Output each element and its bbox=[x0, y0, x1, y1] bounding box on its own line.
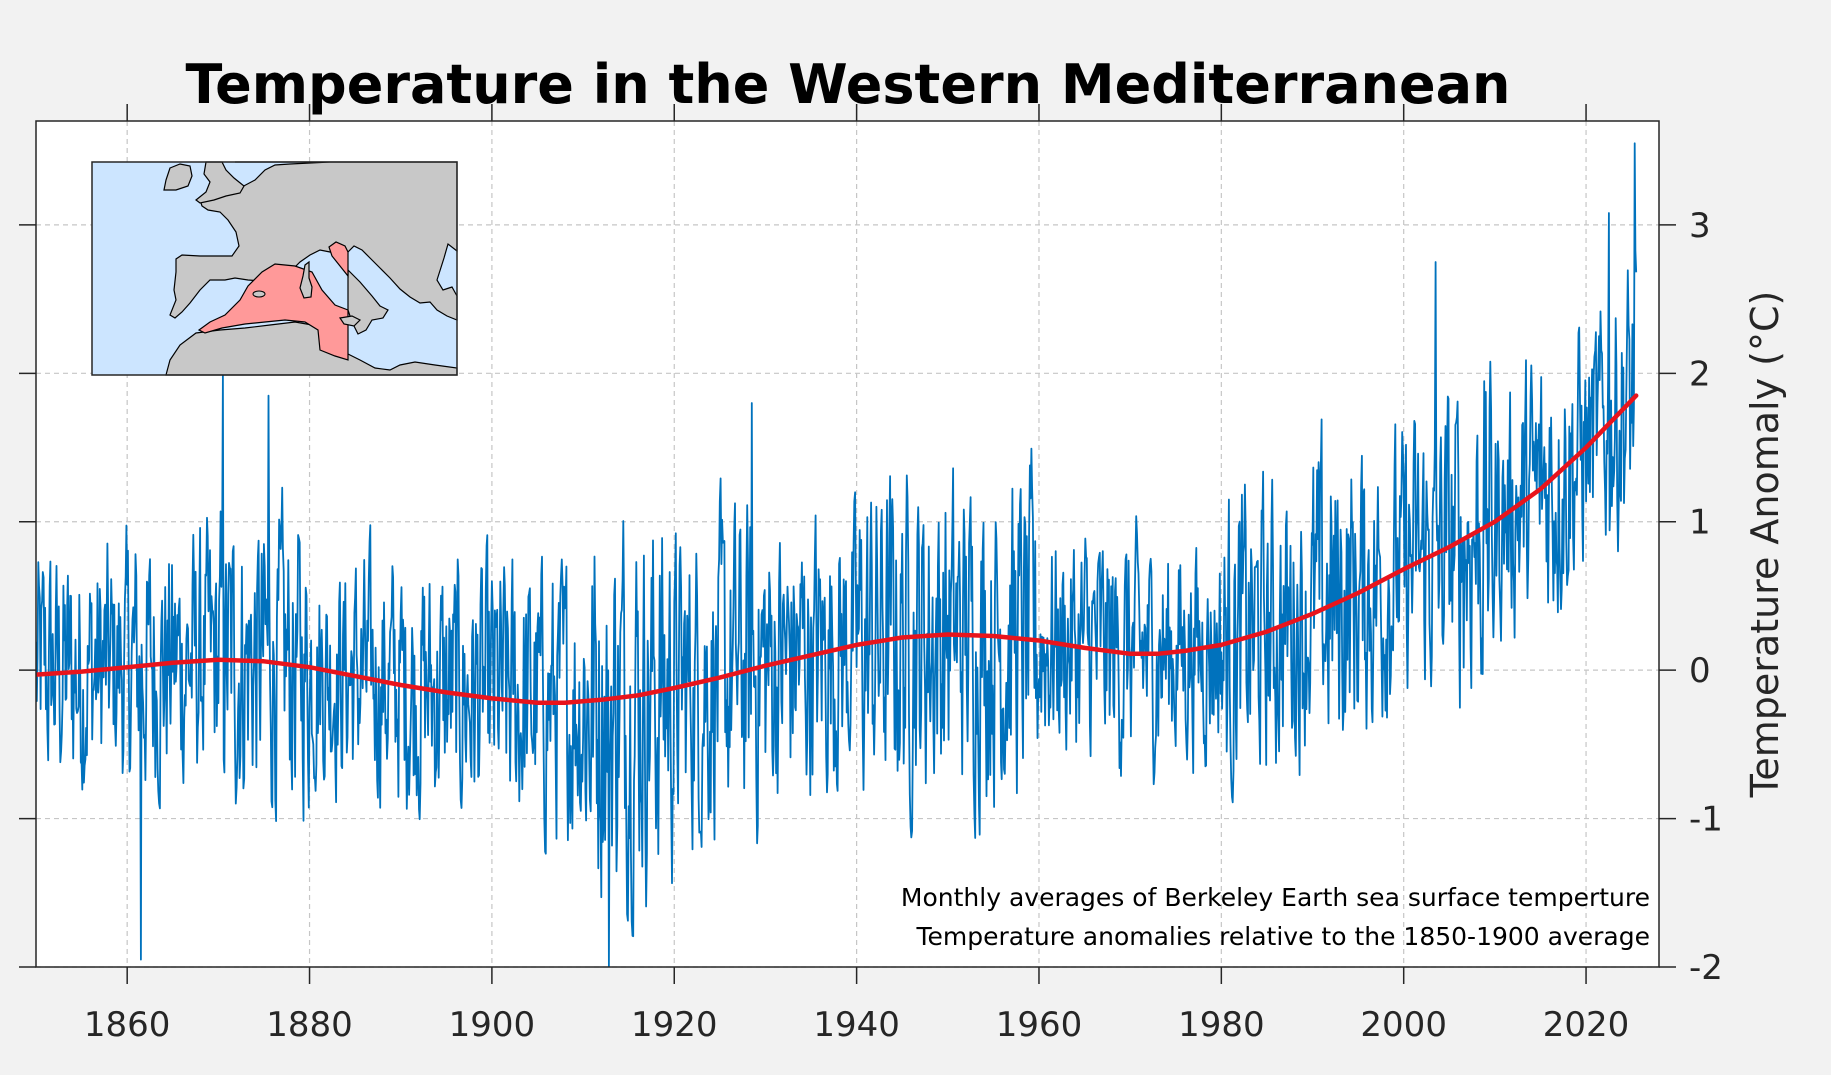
y-tick-label: -1 bbox=[1689, 800, 1723, 840]
x-tick-label: 1880 bbox=[266, 1005, 353, 1045]
x-tick-label: 1860 bbox=[84, 1005, 171, 1045]
x-tick-label: 1920 bbox=[631, 1005, 718, 1045]
axes-frame bbox=[35, 120, 1660, 968]
annotation-line-1: Monthly averages of Berkeley Earth sea s… bbox=[901, 883, 1650, 912]
x-tick-label: 1900 bbox=[449, 1005, 536, 1045]
y-tick-label: 2 bbox=[1689, 354, 1711, 394]
annotation-line-2: Temperature anomalies relative to the 18… bbox=[915, 922, 1650, 951]
inset-map-land-ireland bbox=[163, 163, 193, 191]
x-axis: 1860 1880 1900 1920 1940 1960 1980 2000 2020 bbox=[84, 104, 1629, 1045]
inset-map-adriatic-highlight bbox=[328, 241, 349, 278]
y-axis: -2 -1 0 1 2 3 bbox=[19, 206, 1723, 988]
series-layer bbox=[36, 142, 1639, 967]
inset-map-island-sardinia bbox=[299, 260, 313, 299]
x-tick-label: 1980 bbox=[1178, 1005, 1265, 1045]
x-tick-label: 2000 bbox=[1360, 1005, 1447, 1045]
y-tick-label: 3 bbox=[1689, 206, 1711, 246]
inset-map-island-sicily bbox=[338, 315, 362, 327]
y-axis-label: Temperature Anomaly (°C) bbox=[1743, 291, 1787, 799]
chart-title: Temperature in the Western Mediterranean bbox=[186, 53, 1511, 116]
inset-map-land-europe bbox=[169, 161, 458, 321]
y-tick-label: 1 bbox=[1689, 503, 1711, 543]
series-trend-line bbox=[36, 393, 1639, 706]
inset-map bbox=[91, 161, 458, 376]
inset-map-island-balearic bbox=[252, 290, 266, 298]
inset-map-frame bbox=[91, 161, 458, 376]
series-monthly-line bbox=[36, 142, 1638, 967]
y-tick-label: -2 bbox=[1689, 948, 1723, 988]
y-tick-label: 0 bbox=[1689, 651, 1711, 691]
x-tick-label: 2020 bbox=[1543, 1005, 1630, 1045]
x-tick-label: 1960 bbox=[996, 1005, 1083, 1045]
inset-map-land-britain bbox=[195, 161, 245, 204]
x-tick-label: 1940 bbox=[813, 1005, 900, 1045]
